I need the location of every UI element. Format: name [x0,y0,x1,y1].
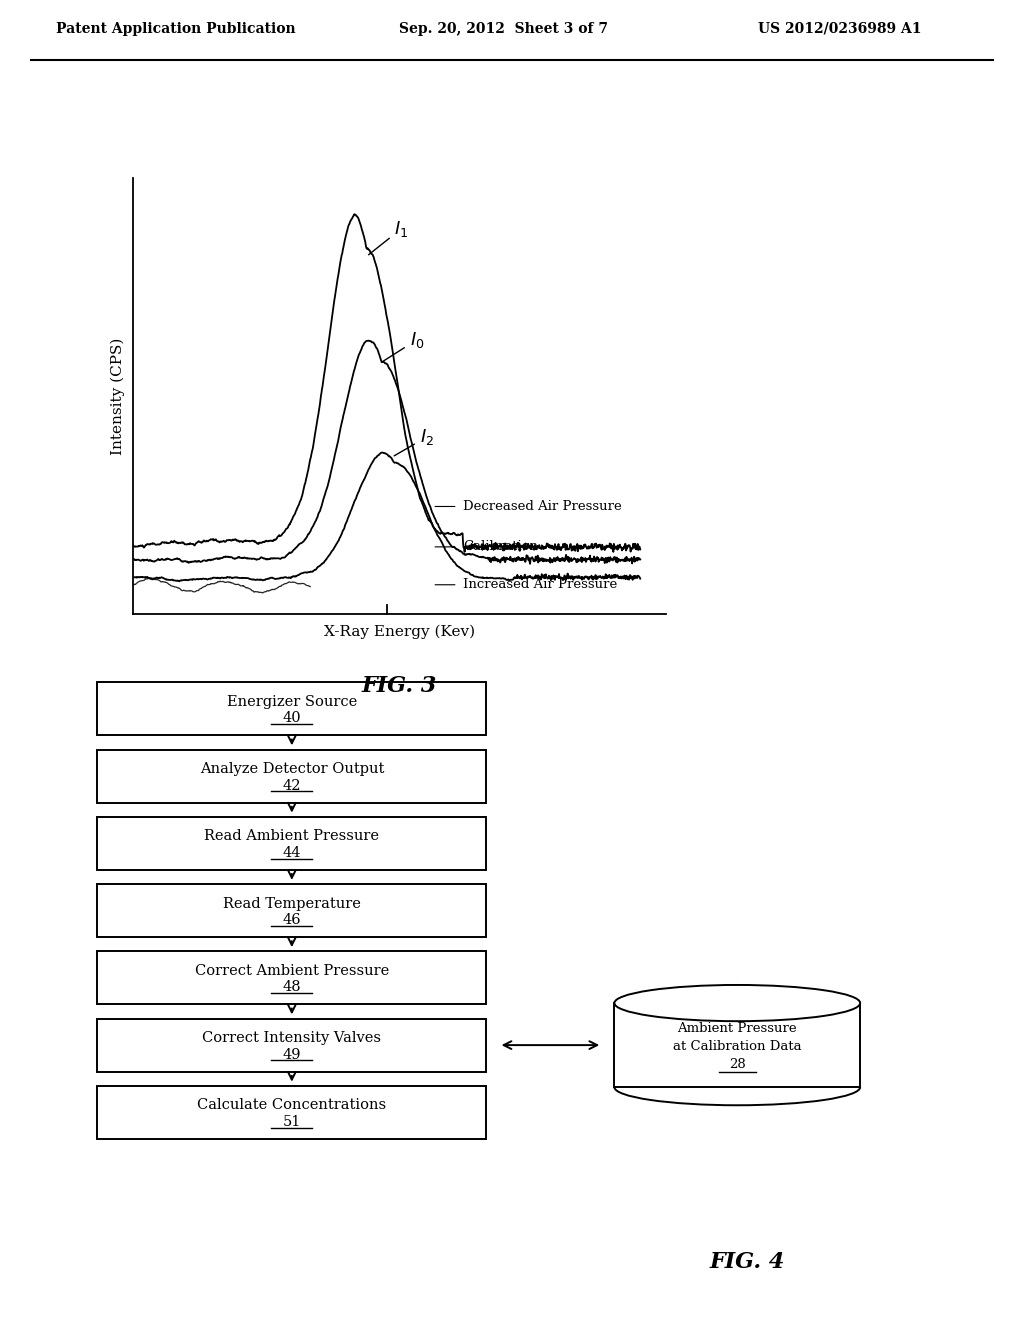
Text: Patent Application Publication: Patent Application Publication [56,21,296,36]
FancyBboxPatch shape [97,1019,486,1072]
FancyBboxPatch shape [97,817,486,870]
Text: US 2012/0236989 A1: US 2012/0236989 A1 [758,21,922,36]
FancyBboxPatch shape [97,952,486,1005]
Text: Ambient Pressure: Ambient Pressure [678,1023,797,1035]
Text: 28: 28 [729,1059,745,1071]
FancyBboxPatch shape [97,682,486,735]
Text: $I_2$: $I_2$ [394,428,434,455]
Ellipse shape [614,985,860,1022]
Y-axis label: Intensity (CPS): Intensity (CPS) [111,338,125,454]
Text: 44: 44 [283,846,301,859]
Text: at Calibration Data: at Calibration Data [673,1040,802,1053]
Text: $I_0$: $I_0$ [381,330,424,362]
Text: Read Ambient Pressure: Read Ambient Pressure [205,829,379,843]
Text: Correct Ambient Pressure: Correct Ambient Pressure [195,964,389,978]
Text: 40: 40 [283,711,301,725]
Text: Calibration: Calibration [463,540,538,553]
FancyBboxPatch shape [97,1086,486,1139]
X-axis label: X-Ray Energy (Kev): X-Ray Energy (Kev) [324,624,475,639]
Text: 49: 49 [283,1048,301,1061]
Text: Calculate Concentrations: Calculate Concentrations [198,1098,386,1113]
Text: 48: 48 [283,981,301,994]
Bar [614,1003,860,1088]
Text: FIG. 4: FIG. 4 [710,1251,785,1272]
Text: FIG. 3: FIG. 3 [361,676,437,697]
Text: Sep. 20, 2012  Sheet 3 of 7: Sep. 20, 2012 Sheet 3 of 7 [399,21,608,36]
Text: Increased Air Pressure: Increased Air Pressure [463,578,617,591]
Text: Correct Intensity Valves: Correct Intensity Valves [203,1031,381,1045]
Text: 46: 46 [283,913,301,927]
Text: Read Temperature: Read Temperature [223,896,360,911]
Text: $I_1$: $I_1$ [369,219,409,255]
Text: Decreased Air Pressure: Decreased Air Pressure [463,500,622,513]
Text: 51: 51 [283,1115,301,1129]
FancyBboxPatch shape [97,884,486,937]
Text: Energizer Source: Energizer Source [226,694,357,709]
FancyBboxPatch shape [97,750,486,803]
Text: 42: 42 [283,779,301,792]
Text: Analyze Detector Output: Analyze Detector Output [200,762,384,776]
